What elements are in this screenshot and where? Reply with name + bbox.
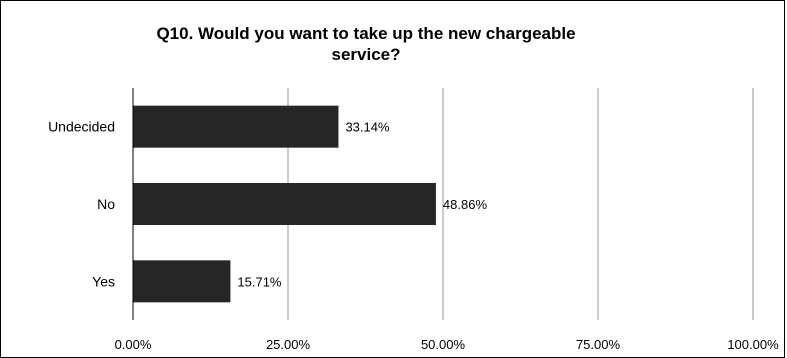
chart-title: Q10. Would you want to take up the new c… (156, 24, 576, 64)
x-tick-label: 50.00% (421, 337, 466, 352)
x-tick-label: 0.00% (115, 337, 152, 352)
bar-undecided (133, 105, 339, 148)
x-tick-label: 75.00% (576, 337, 621, 352)
category-label: No (97, 196, 115, 212)
x-tick-label: 25.00% (266, 337, 311, 352)
data-label: 15.71% (237, 274, 282, 289)
x-tick-label: 100.00% (727, 337, 779, 352)
data-label: 48.86% (443, 197, 488, 212)
bar-no (133, 183, 436, 225)
data-label: 33.14% (345, 120, 390, 135)
bar-yes (133, 260, 231, 303)
category-label: Yes (92, 273, 115, 289)
category-label: Undecided (48, 119, 115, 135)
